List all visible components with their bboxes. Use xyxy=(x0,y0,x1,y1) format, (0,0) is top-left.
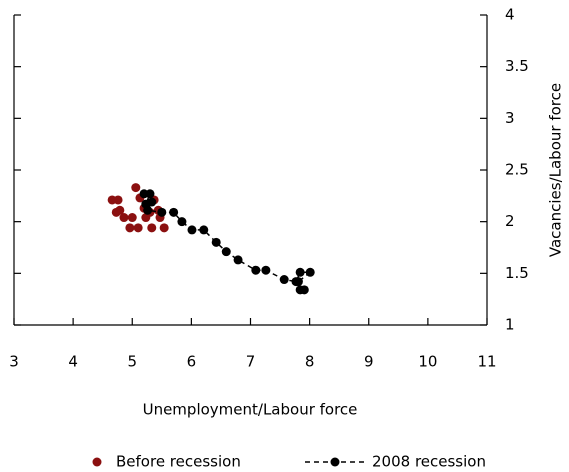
y-tick-label: 1 xyxy=(505,316,515,334)
x-axis-label: Unemployment/Labour force xyxy=(143,401,358,419)
point xyxy=(131,183,141,193)
point xyxy=(251,265,261,275)
legend-marker xyxy=(330,457,340,467)
x-tick-label: 11 xyxy=(477,353,496,371)
x-tick-label: 5 xyxy=(127,353,137,371)
legend-label: Before recession xyxy=(116,453,241,471)
point xyxy=(305,267,315,277)
point xyxy=(261,265,271,275)
point xyxy=(211,237,221,247)
point xyxy=(187,225,197,235)
point xyxy=(113,195,123,205)
x-tick-label: 4 xyxy=(68,353,78,371)
x-tick-label: 3 xyxy=(9,353,19,371)
point xyxy=(177,217,187,227)
point xyxy=(221,247,231,257)
point xyxy=(279,275,289,285)
point xyxy=(233,255,243,265)
y-tick-label: 4 xyxy=(505,6,515,24)
y-axis-label: Vacancies/Labour force xyxy=(547,83,565,257)
x-tick-label: 8 xyxy=(305,353,315,371)
point xyxy=(147,223,157,233)
y-tick-label: 2.5 xyxy=(505,161,529,179)
point xyxy=(119,213,129,223)
x-tick-label: 9 xyxy=(364,353,374,371)
y-tick-label: 2 xyxy=(505,212,515,230)
y-tick-label: 3 xyxy=(505,109,515,127)
point xyxy=(159,223,169,233)
point xyxy=(141,213,151,223)
point xyxy=(147,197,157,207)
point xyxy=(169,207,179,217)
point xyxy=(125,223,135,233)
x-tick-label: 10 xyxy=(418,353,437,371)
point xyxy=(157,207,167,217)
y-tick-label: 3.5 xyxy=(505,57,529,75)
point xyxy=(127,213,137,223)
x-tick-label: 6 xyxy=(187,353,197,371)
point xyxy=(295,267,305,277)
point xyxy=(145,189,155,199)
point xyxy=(293,277,303,287)
x-tick-label: 7 xyxy=(246,353,256,371)
point xyxy=(111,207,121,217)
legend-marker xyxy=(92,457,102,467)
point xyxy=(199,225,209,235)
point xyxy=(133,223,143,233)
y-tick-label: 1.5 xyxy=(505,264,529,282)
point xyxy=(299,285,309,295)
legend-label: 2008 recession xyxy=(372,453,486,471)
point xyxy=(143,205,153,215)
